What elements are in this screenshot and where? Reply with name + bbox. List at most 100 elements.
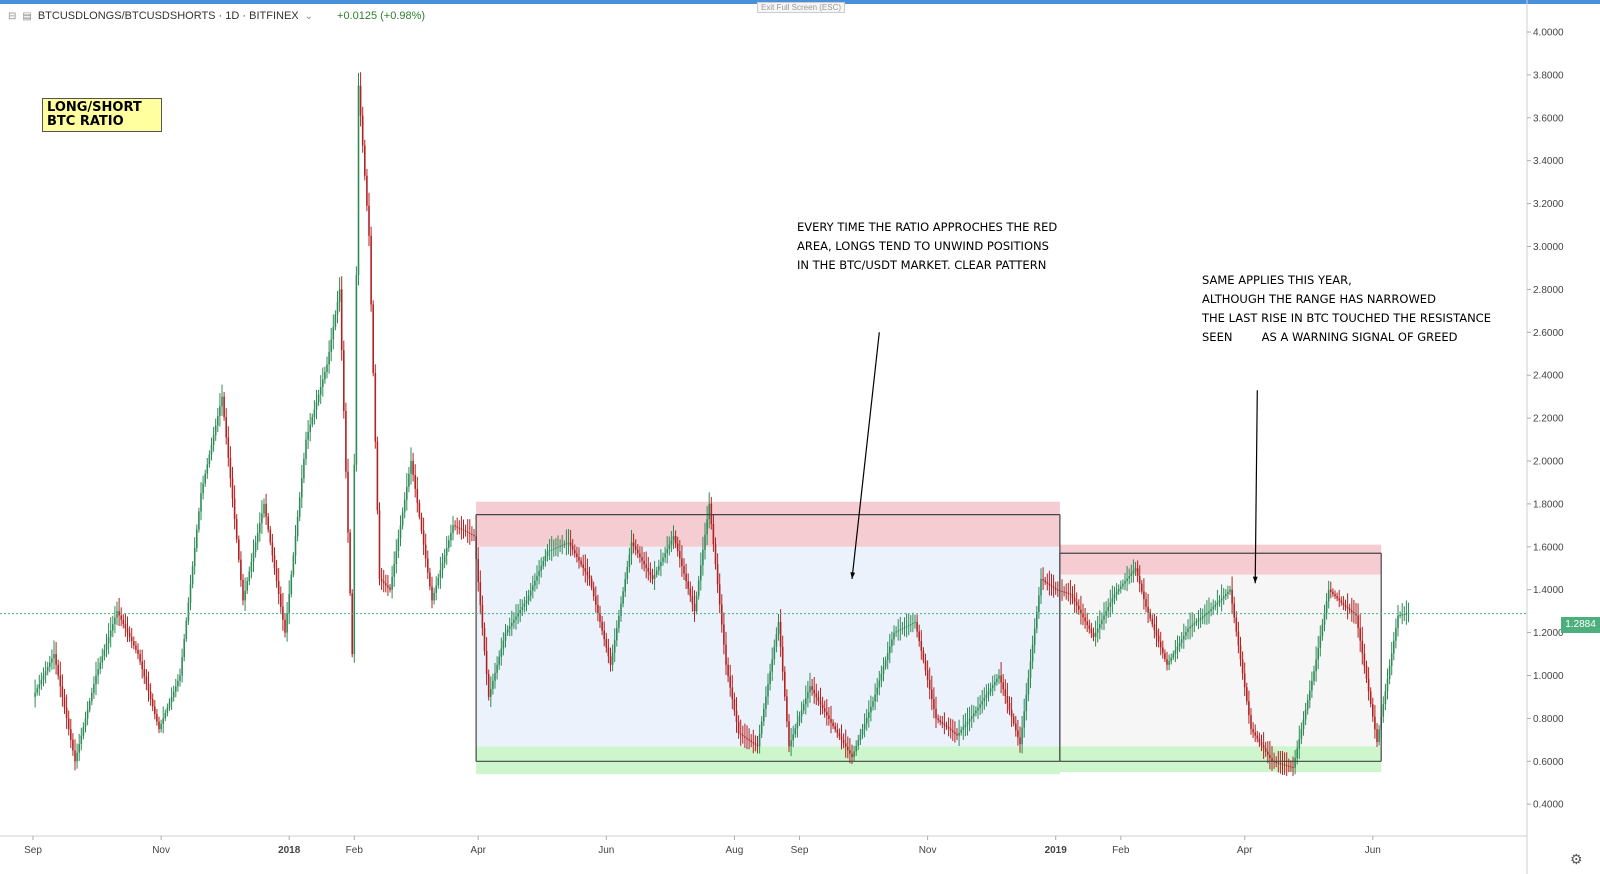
candle-body (662, 557, 664, 562)
candle-body (160, 723, 162, 730)
candle-body (284, 619, 286, 633)
candle-body (994, 681, 996, 686)
candle-body (198, 511, 200, 530)
candle-body (431, 586, 433, 601)
candle-body (1017, 730, 1019, 738)
candle-body (290, 574, 293, 594)
candle-body (412, 461, 414, 475)
candle-body (910, 624, 912, 626)
y-tick-label: 2.8000 (1533, 285, 1564, 296)
candle-body (1210, 609, 1212, 612)
candle-body (1046, 582, 1049, 584)
candle-body (859, 734, 862, 741)
candle-body (786, 696, 788, 722)
candle-body (519, 610, 521, 614)
candle-body (918, 631, 920, 642)
candle-body (912, 622, 914, 625)
candle-body (1038, 595, 1040, 613)
candle-body (466, 531, 469, 533)
candle-body (966, 721, 969, 725)
candle-body (1384, 691, 1387, 705)
symbol-name[interactable]: BTCUSDLONGS/BTCUSDSHORTS · 1D · BITFINEX (37, 10, 299, 22)
candle-body (834, 726, 836, 730)
candle-body (595, 596, 597, 605)
candle-body (571, 546, 574, 550)
candle-body (943, 723, 946, 726)
candle-body (1126, 578, 1128, 582)
candle-body (1092, 632, 1095, 637)
candle-body (1187, 628, 1189, 632)
exit-fullscreen-button[interactable]: Exit Full Screen (ESC) (757, 2, 846, 13)
chevron-down-icon[interactable]: ⌄ (304, 10, 314, 22)
candle-body (546, 551, 549, 557)
candle-body (1120, 586, 1122, 589)
gear-icon[interactable]: ⚙ (1570, 851, 1583, 867)
candle-body (645, 564, 647, 569)
candle-body (143, 669, 146, 677)
current-price-label: 1.2884 (1561, 617, 1600, 633)
candle-body (788, 721, 790, 747)
candle-body (874, 694, 876, 702)
candle-body (238, 539, 240, 560)
candle-body (511, 622, 513, 627)
candle-body (261, 513, 263, 524)
candle-body (933, 699, 935, 709)
x-tick-label: Apr (1237, 845, 1253, 856)
candle-body (742, 734, 744, 737)
candle-body (462, 529, 465, 531)
candle-body (1267, 751, 1269, 755)
candle-body (1369, 691, 1372, 705)
candle-body (227, 437, 230, 458)
candle-body (813, 689, 815, 694)
candle-body (1101, 619, 1103, 625)
candle-body (532, 585, 534, 591)
candle-body (1393, 640, 1395, 654)
candle-body (206, 464, 209, 474)
candle-body (1254, 732, 1256, 736)
candle-body (433, 592, 435, 601)
candle-body (280, 593, 282, 607)
candle-body (101, 656, 104, 663)
candle-body (1193, 623, 1196, 625)
candle-body (265, 503, 267, 517)
candle-body (376, 441, 379, 511)
collapse-icon[interactable]: ⊟ (8, 10, 17, 22)
candle-body (582, 564, 584, 569)
candle-body (964, 724, 967, 728)
candle-body (196, 529, 198, 548)
candle-body (49, 662, 51, 667)
candle-body (175, 686, 177, 692)
candle-body (120, 615, 122, 620)
candle-body (1080, 609, 1082, 614)
candle-body (792, 734, 794, 741)
candle-body (1033, 628, 1036, 646)
candle-body (328, 351, 330, 365)
candle-body (1225, 593, 1227, 597)
candle-body (158, 721, 160, 730)
candle-body (821, 704, 824, 709)
zone-resistance-2018 (476, 501, 1060, 547)
x-tick-label: Apr (470, 845, 486, 856)
candle-body (1157, 635, 1160, 642)
candle-body (1147, 606, 1149, 613)
annotation-2019-line-3: THE LAST RISE IN BTC TOUCHED THE RESISTA… (1202, 311, 1491, 325)
candle-body (322, 379, 324, 387)
candle-body (1065, 592, 1067, 594)
x-tick-label: Nov (152, 845, 170, 856)
candle-body (1136, 568, 1139, 576)
candle-body (275, 568, 278, 582)
candle-body (563, 544, 566, 546)
arrow-line (1254, 390, 1258, 584)
candle-body (1309, 690, 1311, 701)
candle-body (422, 530, 425, 545)
candle-body (345, 410, 347, 472)
candle-body (368, 205, 370, 236)
candle-body (513, 619, 515, 623)
candle-body (219, 406, 221, 416)
candle-body (548, 550, 551, 552)
candle-body (1128, 575, 1130, 579)
candle-body (487, 673, 490, 697)
candle-body (1132, 570, 1135, 574)
candle-body (1199, 618, 1202, 620)
